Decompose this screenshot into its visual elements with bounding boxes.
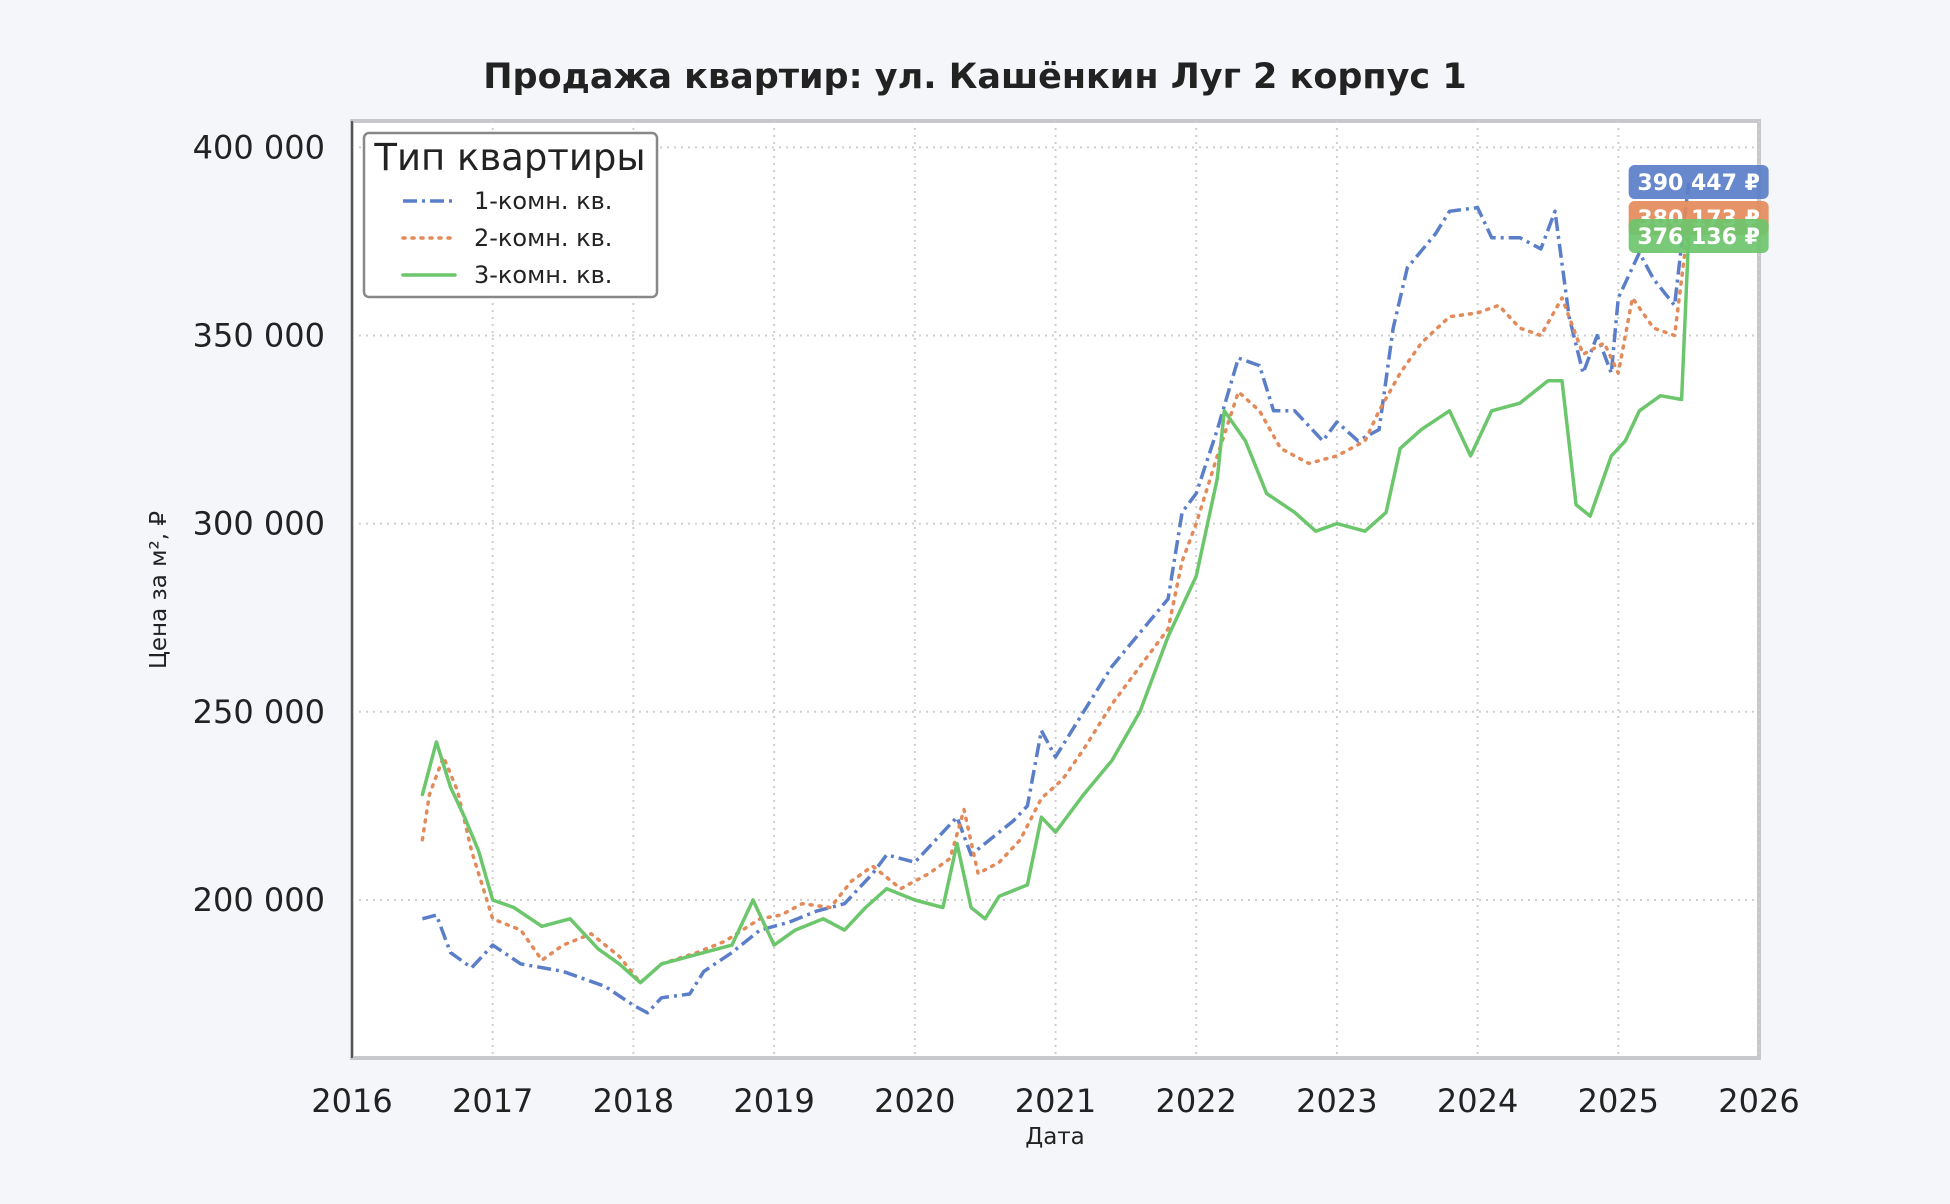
x-tick-label: 2022 <box>1155 1082 1236 1120</box>
y-tick-labels: 200 000 250 000 300 000 350 000 400 000 <box>193 128 325 919</box>
y-tick-label: 300 000 <box>193 505 325 543</box>
legend-items: 1-комн. кв. 2-комн. кв. 3-комн. кв. <box>401 187 612 289</box>
y-tick-label: 250 000 <box>193 693 325 731</box>
legend-title: Тип квартиры <box>373 136 645 179</box>
x-tick-label: 2017 <box>452 1082 533 1120</box>
legend[interactable]: Тип квартиры 1-комн. кв. 2-комн. кв. 3-ком… <box>362 131 659 299</box>
end-value-badge <box>1628 165 1769 199</box>
end-value-badge <box>1628 219 1769 253</box>
x-axis-label: Дата <box>1025 1124 1085 1150</box>
x-tick-label: 2026 <box>1718 1082 1799 1120</box>
y-tick-label: 200 000 <box>193 881 325 919</box>
end-value-badges: 390 447 ₽380 173 ₽376 136 ₽ <box>1628 165 1769 253</box>
legend-label: 1-комн. кв. <box>474 187 612 215</box>
x-tick-label: 2025 <box>1578 1082 1659 1120</box>
x-tick-label: 2023 <box>1296 1082 1377 1120</box>
x-tick-label: 2021 <box>1015 1082 1096 1120</box>
legend-box <box>362 131 659 299</box>
series-line <box>421 183 1691 1015</box>
y-tick-label: 400 000 <box>193 128 325 166</box>
x-tick-labels: 2016 2017 2018 2019 2020 2021 2022 2023 2024 2025… <box>311 1082 1799 1120</box>
x-tick-label: 2016 <box>311 1082 392 1120</box>
y-tick-label: 350 000 <box>193 316 325 354</box>
grid-lines <box>351 121 1760 1058</box>
x-tick-label: 2020 <box>874 1082 955 1120</box>
x-tick-label: 2019 <box>733 1082 814 1120</box>
end-value-label: 376 136 ₽ <box>1637 225 1759 250</box>
series-layer <box>420 183 1691 1015</box>
x-tick-label: 2018 <box>593 1082 674 1120</box>
legend-label: 2-комн. кв. <box>474 224 612 252</box>
legend-label: 3-комн. кв. <box>474 261 612 289</box>
x-tick-label: 2024 <box>1437 1082 1518 1120</box>
end-value-label: 390 447 ₽ <box>1637 171 1759 196</box>
y-axis-label: Цена за м², ₽ <box>146 511 172 669</box>
series-line <box>420 235 1691 985</box>
chart-title: Продажа квартир: ул. Кашёнкин Луг 2 корп… <box>483 57 1466 97</box>
